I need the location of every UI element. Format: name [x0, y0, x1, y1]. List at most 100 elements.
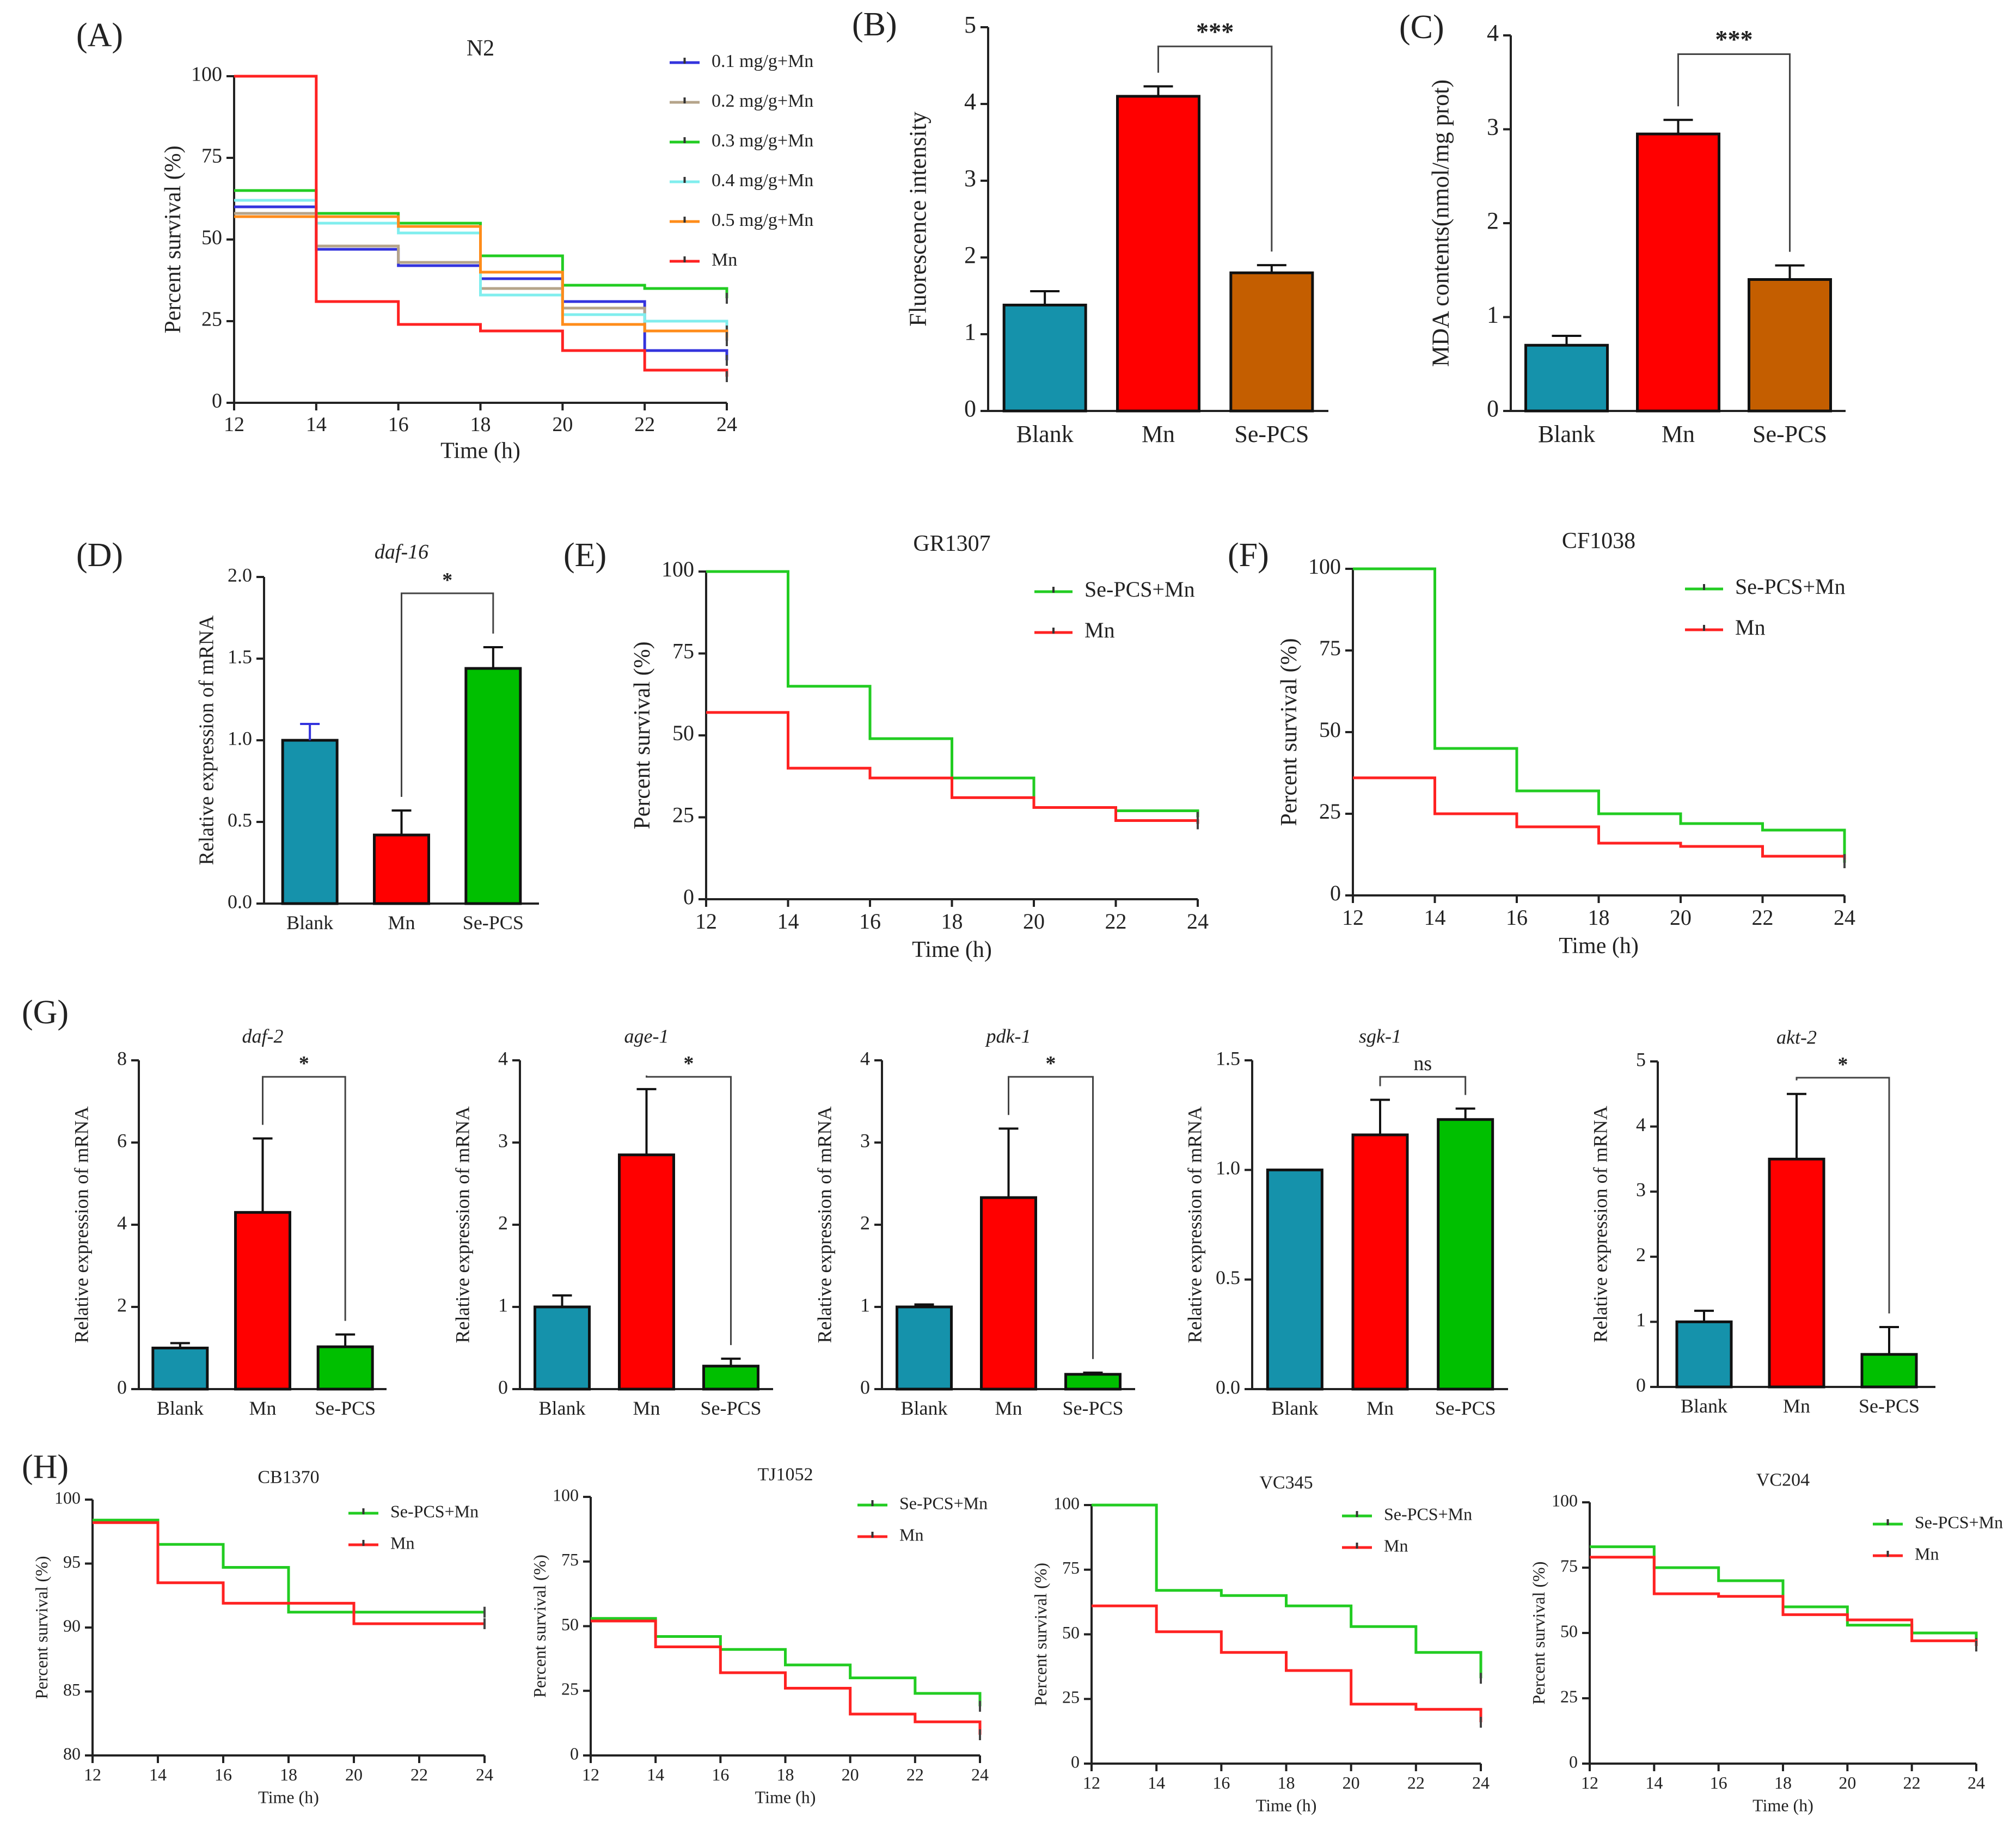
legend-label: Se-PCS+Mn	[899, 1493, 988, 1513]
series-line-mn	[1590, 1556, 1978, 1646]
x-category-label: Se-PCS	[463, 912, 524, 934]
y-tick-label: 0	[570, 1743, 579, 1763]
legend-label: Mn	[390, 1533, 414, 1552]
bar-blank	[1002, 303, 1087, 413]
x-tick-label: 20	[1343, 1773, 1360, 1792]
y-tick-label: 2	[964, 242, 976, 268]
y-tick-label: 50	[1560, 1621, 1578, 1641]
x-category-label: Mn	[249, 1397, 276, 1419]
chart-title: CF1038	[1562, 529, 1635, 554]
bar-se-pcs	[1748, 278, 1832, 413]
x-axis-label: Time (h)	[440, 438, 520, 463]
panel-label-g: (G)	[22, 994, 69, 1031]
y-tick-label: 5	[964, 11, 976, 38]
x-tick-label: 24	[1472, 1773, 1490, 1792]
series-line-mn	[591, 1619, 982, 1735]
y-tick-label: 1	[1487, 302, 1499, 328]
y-tick-label: 0	[1071, 1752, 1080, 1771]
series-line-mn	[1353, 776, 1846, 859]
significance-label: *	[1046, 1052, 1056, 1075]
x-axis-label: Time (h)	[912, 937, 992, 962]
y-tick-label: 75	[561, 1550, 579, 1569]
legend-label: 0.2 mg/g+Mn	[712, 91, 813, 111]
y-tick-label: 25	[1062, 1687, 1080, 1707]
significance-bracket	[262, 1076, 346, 1321]
y-tick-label: 0	[860, 1376, 870, 1398]
bar-blank	[1524, 343, 1609, 413]
y-axis-label: Fluorescence intensity	[905, 112, 932, 327]
y-axis-label: Percent survival (%)	[161, 145, 186, 333]
series-line-0-5-mg-g-mn	[234, 215, 728, 337]
y-axis-label: Percent survival (%)	[1031, 1563, 1050, 1706]
chart-title: sgk-1	[1359, 1026, 1401, 1047]
x-tick-label: 22	[1105, 909, 1127, 934]
x-axis-label: Time (h)	[1559, 934, 1639, 959]
y-tick-label: 1.0	[228, 727, 252, 749]
x-tick-label: 24	[1187, 909, 1209, 934]
chart-title: TJ1052	[758, 1464, 813, 1484]
chart-title: daf-2	[242, 1026, 284, 1047]
x-axis-label: Time (h)	[1256, 1796, 1317, 1815]
y-tick-label: 25	[561, 1679, 579, 1699]
x-category-label: Se-PCS	[315, 1397, 376, 1419]
y-tick-label: 2	[1487, 207, 1499, 234]
legend-label: Se-PCS+Mn	[390, 1501, 479, 1521]
y-axis-label: Relative expression of mRNA	[70, 1107, 92, 1343]
significance-label: *	[442, 569, 452, 592]
x-tick-label: 24	[1834, 905, 1855, 930]
y-tick-label: 2.0	[228, 564, 252, 586]
legend-label: Se-PCS+Mn	[1384, 1504, 1472, 1524]
significance-bracket	[1677, 53, 1791, 252]
y-tick-label: 0	[1569, 1752, 1578, 1771]
x-category-label: Mn	[1142, 421, 1175, 447]
bar-mn	[1116, 95, 1200, 413]
bar-mn	[980, 1196, 1037, 1391]
legend-label: Se-PCS+Mn	[1735, 574, 1846, 599]
y-tick-label: 2	[498, 1212, 508, 1233]
series-line-se-pcs-mn	[1353, 567, 1846, 863]
x-tick-label: 18	[777, 1765, 794, 1784]
x-tick-label: 12	[1083, 1773, 1100, 1792]
y-tick-label: 85	[63, 1680, 81, 1699]
x-category-label: Blank	[157, 1397, 204, 1419]
y-tick-label: 0	[498, 1376, 508, 1398]
panel-label-h: (H)	[22, 1448, 69, 1485]
significance-bracket	[646, 1075, 732, 1346]
x-tick-label: 14	[1645, 1773, 1663, 1792]
y-tick-label: 3	[1636, 1178, 1646, 1200]
significance-label: ***	[1196, 17, 1234, 45]
x-tick-label: 20	[842, 1765, 859, 1784]
chart-C: 0 1 2 3 4 MDA contents(nmol/mg prot) Blank Mn Se…	[1427, 20, 1846, 447]
chart-G5: 0 1 2 3 4 5 Relative expression of mRNA akt-2 Bl…	[1589, 1027, 1935, 1417]
series-line-se-pcs-mn	[1092, 1503, 1482, 1679]
x-tick-label: 18	[280, 1765, 297, 1784]
x-tick-label: 18	[1588, 905, 1610, 930]
y-tick-label: 50	[561, 1614, 579, 1634]
legend-label: Mn	[1915, 1544, 1939, 1563]
bar-mn	[1768, 1157, 1825, 1389]
y-tick-label: 4	[1636, 1114, 1646, 1135]
legend-label: Se-PCS+Mn	[1084, 577, 1195, 601]
chart-title: GR1307	[913, 531, 990, 556]
y-tick-label: 1.5	[228, 646, 252, 667]
x-category-label: Mn	[995, 1397, 1022, 1419]
series-line-mn	[706, 711, 1199, 824]
y-tick-label: 1.0	[1216, 1157, 1240, 1179]
x-tick-label: 14	[306, 413, 327, 436]
x-category-label: Se-PCS	[1435, 1397, 1496, 1419]
y-tick-label: 4	[117, 1212, 127, 1233]
y-axis-label: Percent survival (%)	[32, 1556, 51, 1699]
bar-se-pcs	[464, 667, 522, 905]
bar-se-pcs	[702, 1365, 759, 1391]
significance-bracket	[401, 592, 494, 797]
y-tick-label: 75	[1062, 1558, 1080, 1577]
x-axis-label: Time (h)	[755, 1788, 816, 1807]
x-category-label: Mn	[1783, 1395, 1810, 1417]
y-tick-label: 100	[191, 63, 222, 86]
x-tick-label: 16	[712, 1765, 729, 1784]
x-category-label: Se-PCS	[1859, 1395, 1920, 1417]
y-tick-label: 5	[1636, 1048, 1646, 1070]
y-tick-label: 4	[860, 1047, 870, 1069]
significance-label: ns	[1414, 1052, 1432, 1075]
y-tick-label: 3	[1487, 114, 1499, 140]
